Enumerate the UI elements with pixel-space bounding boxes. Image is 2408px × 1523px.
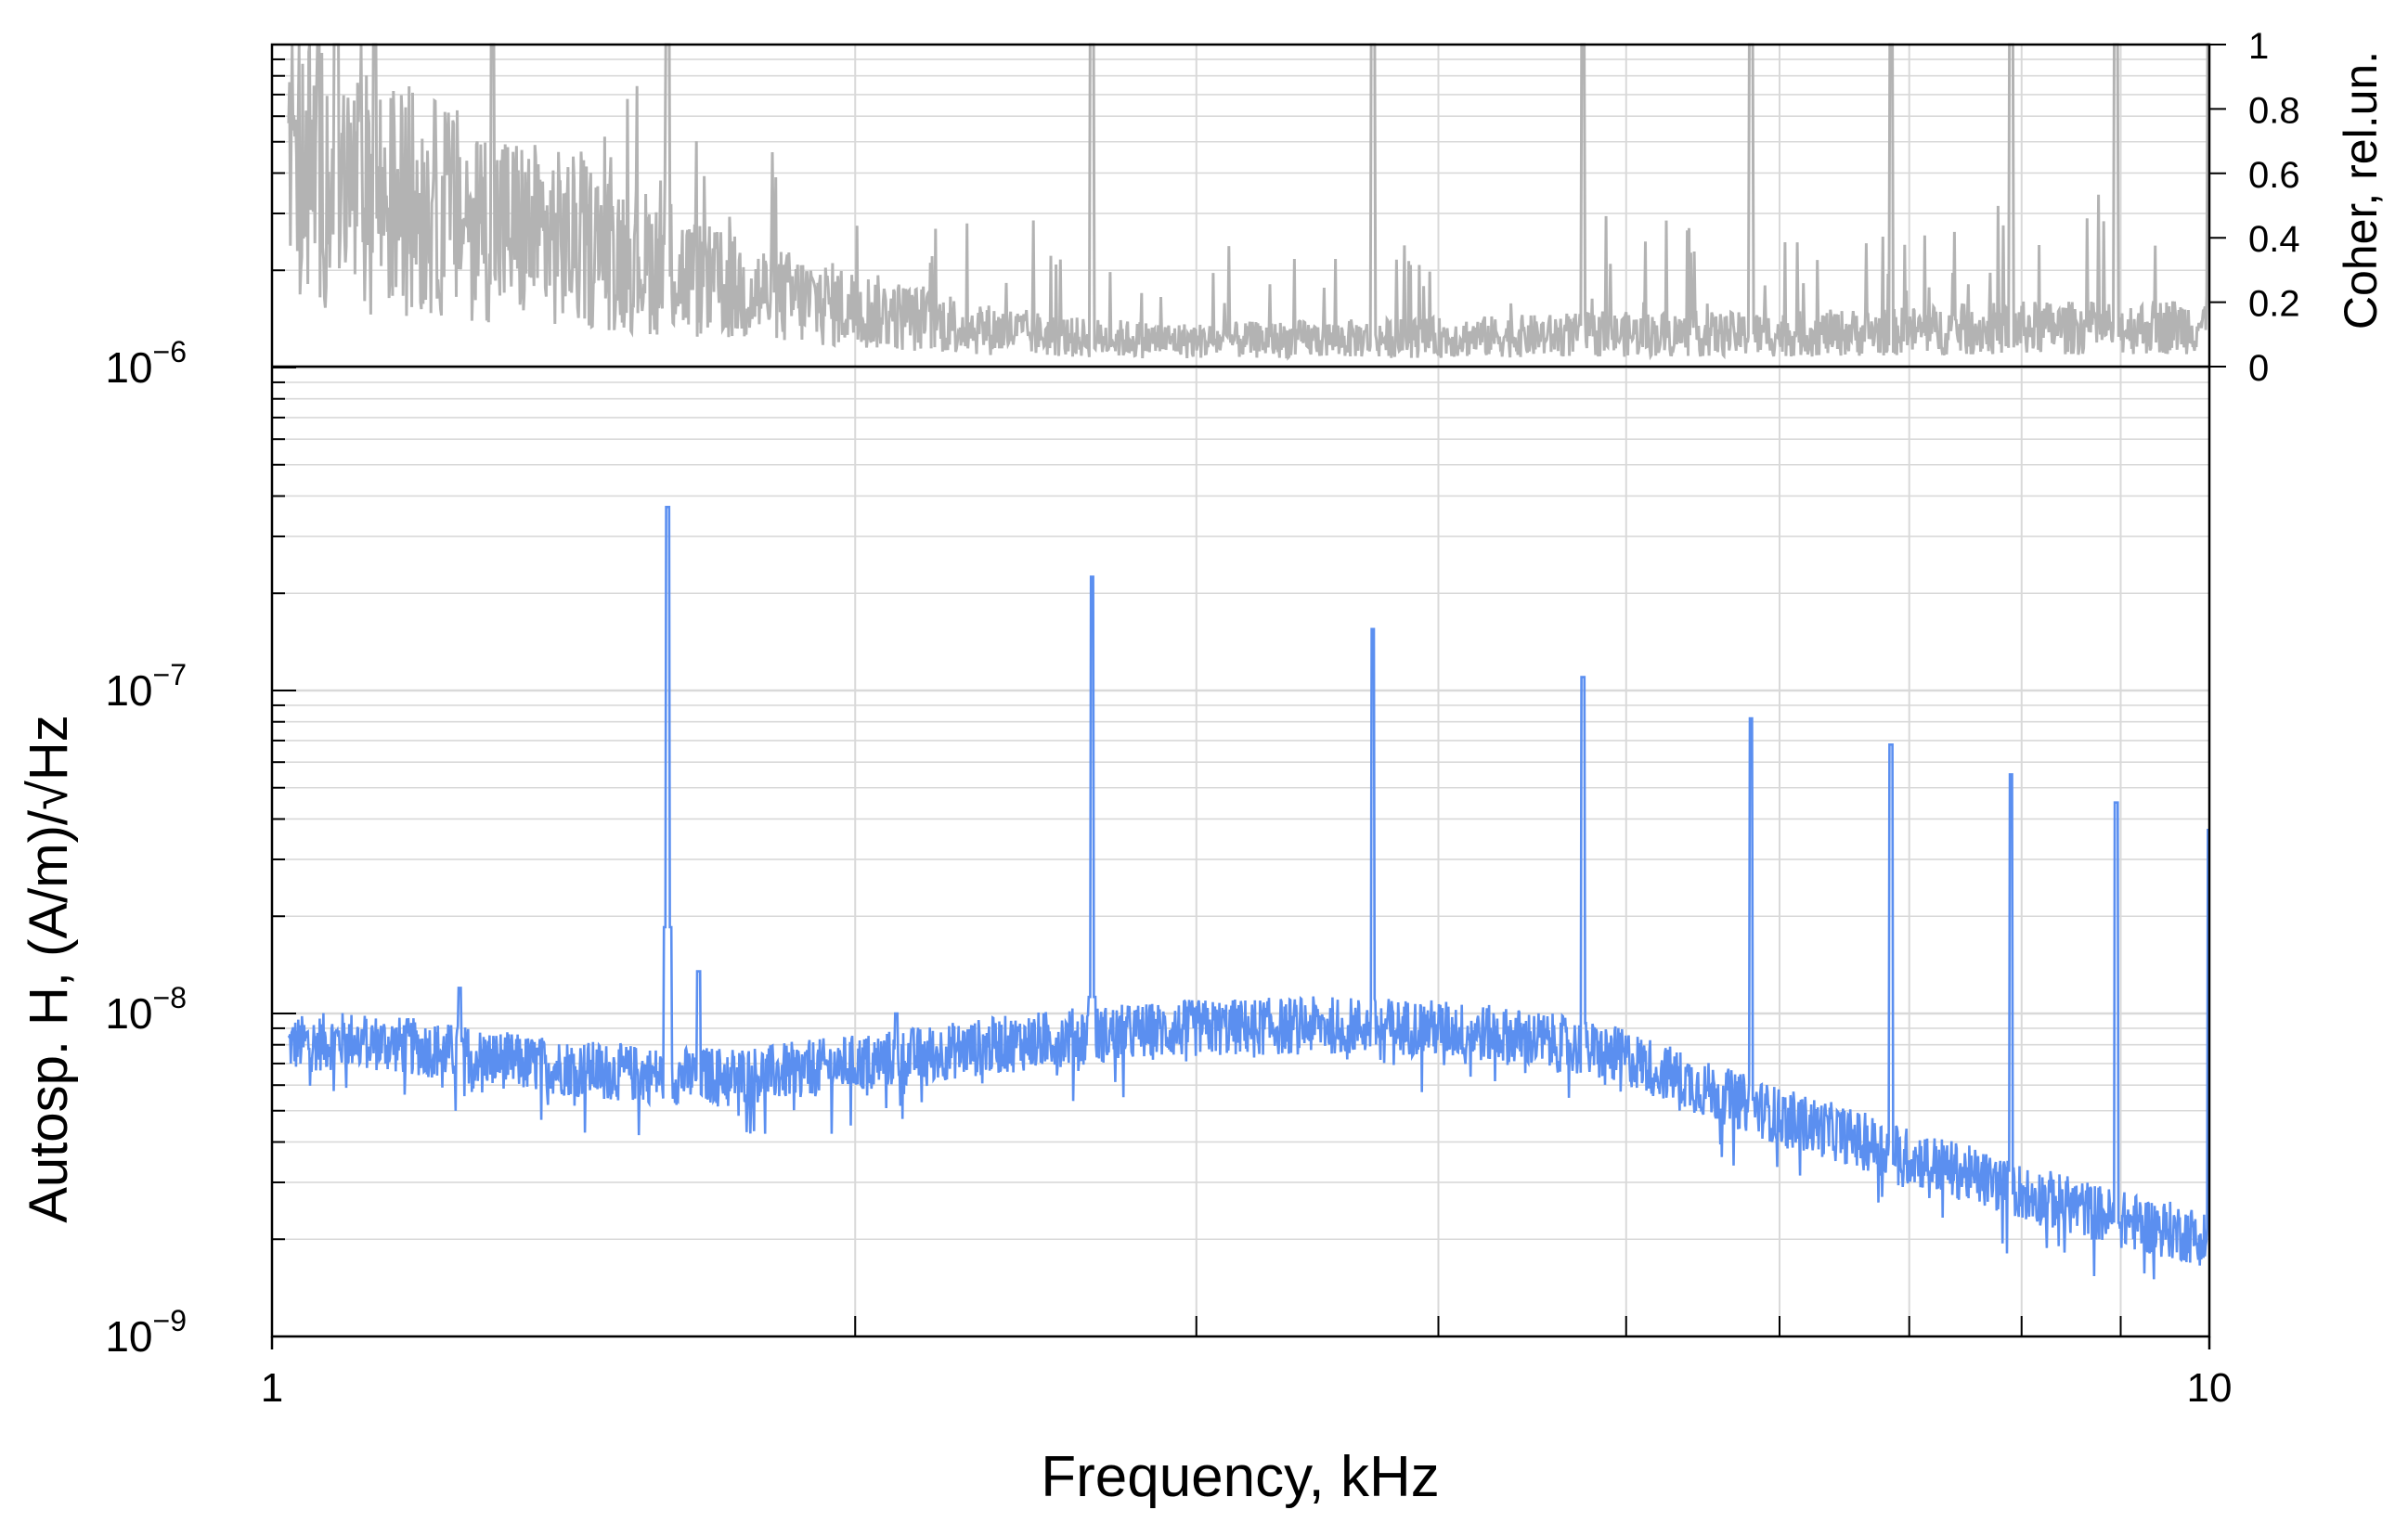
autospectrum-line: [287, 506, 2209, 1280]
y-left-tick-label: 10−6: [105, 335, 187, 392]
y-right-tick-label: 0.8: [2248, 90, 2300, 131]
autospectrum-series: [287, 506, 2209, 1280]
y-right-tick-label: 0: [2248, 348, 2269, 389]
y-axis-left-title: Autosp. H, (A/m)/√Hz: [19, 715, 79, 1223]
y-right-tick-label: 0.4: [2248, 219, 2300, 260]
tick-labels: 0 0.2 0.4 0.6 0.8 1 10−9 10−8 10−7 10−6 1 10: [105, 26, 2299, 1411]
coherence-line: [287, 43, 2209, 361]
tick-marks: [270, 44, 2226, 1349]
y-left-tick-label: 10−9: [105, 1304, 187, 1361]
y-right-tick-label: 1: [2248, 26, 2269, 67]
x-tick-label: 1: [261, 1365, 283, 1411]
y-left-tick-label: 10−7: [105, 658, 187, 715]
coherence-series: [287, 43, 2209, 361]
x-axis-title: Frequency, kHz: [1041, 1445, 1440, 1509]
y-right-tick-label: 0.6: [2248, 155, 2300, 196]
y-axis-right-title: Coher, rel.un.: [2335, 51, 2387, 329]
y-left-tick-label: 10−8: [105, 981, 187, 1038]
x-tick-label: 10: [2187, 1365, 2233, 1411]
y-right-tick-label: 0.2: [2248, 284, 2300, 325]
